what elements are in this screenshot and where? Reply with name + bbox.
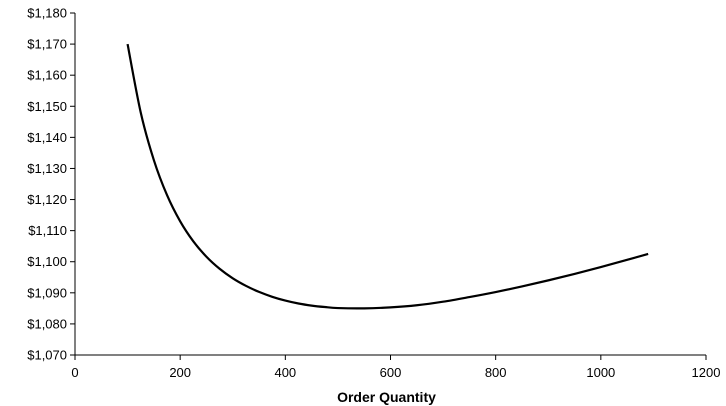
y-tick-label: $1,120 xyxy=(27,192,67,207)
y-tick-label: $1,070 xyxy=(27,348,67,363)
x-tick-label: 800 xyxy=(485,365,507,380)
y-tick-label: $1,150 xyxy=(27,99,67,114)
y-tick-label: $1,160 xyxy=(27,68,67,83)
y-tick-label: $1,110 xyxy=(28,223,67,238)
series-layer xyxy=(126,43,649,310)
y-tick-label: $1,090 xyxy=(27,285,67,300)
y-tick-label: $1,170 xyxy=(27,37,67,52)
y-tick-label: $1,140 xyxy=(27,130,67,145)
x-tick-label: 200 xyxy=(169,365,191,380)
series-line xyxy=(126,43,649,310)
y-tick-label: $1,130 xyxy=(27,161,67,176)
y-tick-label: $1,100 xyxy=(27,254,67,269)
x-tick-label: 400 xyxy=(274,365,296,380)
x-tick-label: 0 xyxy=(71,365,78,380)
x-tick-label: 600 xyxy=(380,365,402,380)
y-tick-label: $1,180 xyxy=(27,6,67,21)
axes xyxy=(74,13,706,356)
y-axis-ticks: $1,070 $1,080 $1,090 $1,100 $1,110 $1,120 $1,1… xyxy=(27,6,75,363)
x-tick-label: 1200 xyxy=(692,365,721,380)
x-axis-ticks: 0 200 400 600 800 1000 1200 xyxy=(71,355,720,380)
x-tick-label: 1000 xyxy=(586,365,615,380)
x-axis-title: Order Quantity xyxy=(337,389,436,405)
y-tick-label: $1,080 xyxy=(27,316,67,331)
